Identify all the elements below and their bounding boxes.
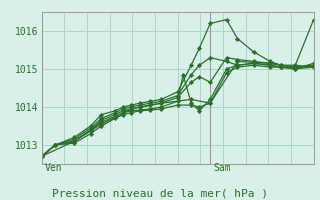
Text: Pression niveau de la mer( hPa ): Pression niveau de la mer( hPa ) bbox=[52, 188, 268, 198]
Text: Ven: Ven bbox=[44, 163, 62, 173]
Text: Sam: Sam bbox=[213, 163, 231, 173]
